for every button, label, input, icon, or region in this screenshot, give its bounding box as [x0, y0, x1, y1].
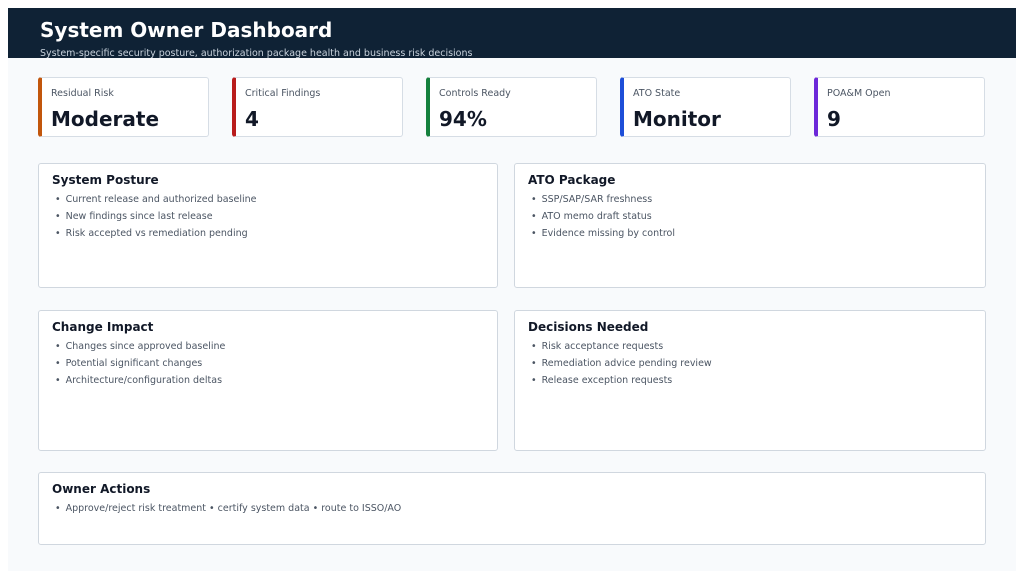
- panel-title: Owner Actions: [52, 482, 151, 496]
- panel-system-posture: System Posture Current release and autho…: [38, 163, 498, 288]
- list-item: Changes since approved baseline: [52, 338, 497, 355]
- panel-list: Approve/reject risk treatment • certify …: [52, 500, 985, 517]
- panel-owner-actions: Owner Actions Approve/reject risk treatm…: [38, 472, 986, 545]
- panel-title: Decisions Needed: [528, 320, 649, 334]
- list-item: ATO memo draft status: [528, 208, 985, 225]
- list-item: Potential significant changes: [52, 355, 497, 372]
- list-item: Remediation advice pending review: [528, 355, 985, 372]
- kpi-value: Monitor: [633, 107, 721, 131]
- kpi-value: 4: [245, 107, 259, 131]
- list-item: Risk accepted vs remediation pending: [52, 225, 497, 242]
- panel-title: Change Impact: [52, 320, 154, 334]
- list-item: Release exception requests: [528, 372, 985, 389]
- kpi-card-residual-risk[interactable]: Residual Risk Moderate: [38, 77, 209, 137]
- page-title: System Owner Dashboard: [40, 18, 333, 42]
- panel-list: Risk acceptance requests Remediation adv…: [528, 338, 985, 389]
- kpi-card-poam-open[interactable]: POA&M Open 9: [814, 77, 985, 137]
- list-item: New findings since last release: [52, 208, 497, 225]
- panel-list: Current release and authorized baseline …: [52, 191, 497, 242]
- list-item: Approve/reject risk treatment • certify …: [52, 500, 985, 517]
- kpi-label: POA&M Open: [827, 88, 891, 99]
- panel-ato-package: ATO Package SSP/SAP/SAR freshness ATO me…: [514, 163, 986, 288]
- list-item: SSP/SAP/SAR freshness: [528, 191, 985, 208]
- dashboard-header: System Owner Dashboard System-specific s…: [8, 8, 1016, 59]
- dashboard-frame: System Owner Dashboard System-specific s…: [8, 8, 1016, 571]
- kpi-card-controls-ready[interactable]: Controls Ready 94%: [426, 77, 597, 137]
- list-item: Architecture/configuration deltas: [52, 372, 497, 389]
- list-item: Current release and authorized baseline: [52, 191, 497, 208]
- panel-title: System Posture: [52, 173, 159, 187]
- panel-decisions-needed: Decisions Needed Risk acceptance request…: [514, 310, 986, 451]
- kpi-label: Residual Risk: [51, 88, 114, 99]
- kpi-value: Moderate: [51, 107, 160, 131]
- kpi-label: ATO State: [633, 88, 681, 99]
- kpi-value: 94%: [439, 107, 487, 131]
- list-item: Risk acceptance requests: [528, 338, 985, 355]
- page-subtitle: System-specific security posture, author…: [40, 48, 473, 59]
- panel-change-impact: Change Impact Changes since approved bas…: [38, 310, 498, 451]
- list-item: Evidence missing by control: [528, 225, 985, 242]
- kpi-label: Controls Ready: [439, 88, 511, 99]
- panel-list: SSP/SAP/SAR freshness ATO memo draft sta…: [528, 191, 985, 242]
- panel-list: Changes since approved baseline Potentia…: [52, 338, 497, 389]
- kpi-card-ato-state[interactable]: ATO State Monitor: [620, 77, 791, 137]
- panel-title: ATO Package: [528, 173, 616, 187]
- kpi-card-critical-findings[interactable]: Critical Findings 4: [232, 77, 403, 137]
- kpi-label: Critical Findings: [245, 88, 321, 99]
- kpi-value: 9: [827, 107, 841, 131]
